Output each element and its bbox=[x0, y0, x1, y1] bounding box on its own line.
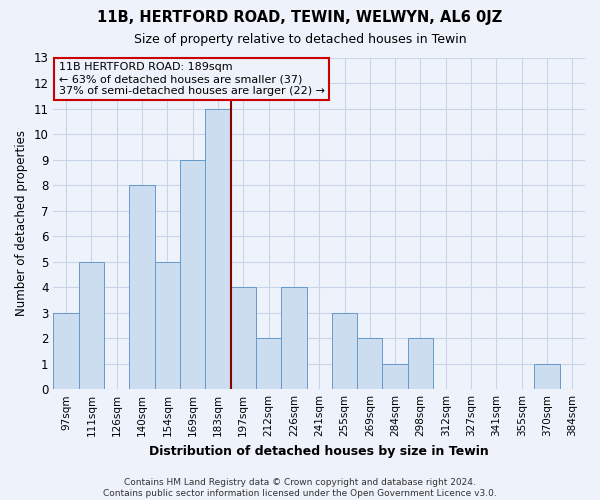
Bar bbox=[155, 262, 180, 389]
Bar bbox=[332, 312, 357, 389]
Bar bbox=[408, 338, 433, 389]
Bar bbox=[230, 287, 256, 389]
X-axis label: Distribution of detached houses by size in Tewin: Distribution of detached houses by size … bbox=[149, 444, 489, 458]
Bar bbox=[130, 185, 155, 389]
Text: 11B HERTFORD ROAD: 189sqm
← 63% of detached houses are smaller (37)
37% of semi-: 11B HERTFORD ROAD: 189sqm ← 63% of detac… bbox=[59, 62, 325, 96]
Bar bbox=[535, 364, 560, 389]
Bar bbox=[180, 160, 205, 389]
Y-axis label: Number of detached properties: Number of detached properties bbox=[15, 130, 28, 316]
Bar bbox=[79, 262, 104, 389]
Bar bbox=[205, 108, 230, 389]
Bar bbox=[53, 312, 79, 389]
Bar bbox=[281, 287, 307, 389]
Bar bbox=[357, 338, 382, 389]
Text: 11B, HERTFORD ROAD, TEWIN, WELWYN, AL6 0JZ: 11B, HERTFORD ROAD, TEWIN, WELWYN, AL6 0… bbox=[97, 10, 503, 25]
Text: Contains HM Land Registry data © Crown copyright and database right 2024.
Contai: Contains HM Land Registry data © Crown c… bbox=[103, 478, 497, 498]
Bar bbox=[256, 338, 281, 389]
Bar bbox=[382, 364, 408, 389]
Text: Size of property relative to detached houses in Tewin: Size of property relative to detached ho… bbox=[134, 32, 466, 46]
